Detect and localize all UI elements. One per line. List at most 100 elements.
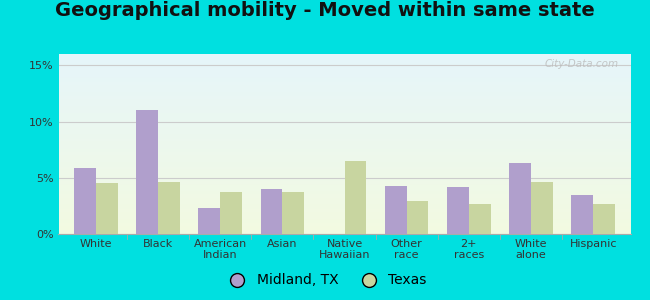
Bar xyxy=(58,121,630,122)
Bar xyxy=(58,220,630,221)
Bar xyxy=(58,84,630,85)
Bar xyxy=(58,224,630,225)
Bar xyxy=(58,206,630,207)
Bar xyxy=(58,59,630,60)
Bar xyxy=(58,93,630,94)
Bar xyxy=(58,131,630,132)
Bar xyxy=(58,72,630,73)
Bar xyxy=(198,208,220,234)
Bar xyxy=(58,219,630,220)
Bar xyxy=(58,69,630,70)
Bar xyxy=(58,106,630,107)
Bar xyxy=(58,164,630,165)
Bar xyxy=(58,91,630,92)
Bar xyxy=(58,140,630,141)
Bar xyxy=(58,165,630,166)
Bar xyxy=(58,128,630,129)
Bar xyxy=(58,112,630,113)
Bar xyxy=(58,159,630,160)
Bar xyxy=(58,166,630,167)
Bar xyxy=(58,207,630,208)
Bar xyxy=(58,177,630,178)
Bar xyxy=(58,161,630,162)
Bar xyxy=(58,216,630,217)
Bar xyxy=(58,195,630,196)
Bar xyxy=(58,127,630,128)
Bar xyxy=(58,64,630,65)
Bar xyxy=(58,129,630,130)
Bar xyxy=(58,168,630,169)
Bar xyxy=(58,157,630,158)
Bar xyxy=(58,136,630,137)
Bar xyxy=(58,133,630,134)
Bar xyxy=(58,110,630,111)
Bar xyxy=(58,102,630,103)
Bar xyxy=(58,146,630,147)
Bar xyxy=(58,90,630,91)
Bar xyxy=(58,132,630,133)
Bar xyxy=(58,182,630,183)
Bar xyxy=(58,214,630,215)
Bar xyxy=(58,222,630,223)
Bar xyxy=(58,98,630,99)
Bar xyxy=(58,193,630,194)
Bar xyxy=(58,233,630,234)
Bar xyxy=(58,186,630,187)
Bar xyxy=(58,202,630,203)
Bar xyxy=(344,161,366,234)
Bar xyxy=(58,176,630,177)
Bar xyxy=(58,155,630,156)
Bar xyxy=(58,218,630,219)
Bar xyxy=(58,66,630,67)
Bar xyxy=(58,115,630,116)
Bar xyxy=(58,189,630,190)
Bar xyxy=(58,88,630,89)
Bar xyxy=(58,120,630,121)
Bar xyxy=(58,227,630,228)
Bar xyxy=(58,63,630,64)
Bar xyxy=(58,116,630,117)
Bar xyxy=(58,180,630,181)
Bar xyxy=(58,89,630,90)
Bar xyxy=(58,145,630,146)
Bar xyxy=(58,153,630,154)
Bar xyxy=(58,111,630,112)
Bar xyxy=(58,201,630,202)
Bar xyxy=(58,213,630,214)
Bar xyxy=(58,82,630,83)
Bar xyxy=(58,148,630,149)
Bar xyxy=(58,158,630,159)
Bar xyxy=(58,73,630,74)
Bar xyxy=(58,60,630,61)
Bar xyxy=(58,160,630,161)
Bar xyxy=(531,182,552,234)
Bar xyxy=(58,217,630,218)
Bar xyxy=(58,167,630,168)
Bar xyxy=(58,74,630,75)
Bar xyxy=(58,226,630,227)
Bar xyxy=(58,65,630,66)
Bar xyxy=(74,168,96,234)
Bar xyxy=(58,179,630,180)
Text: Geographical mobility - Moved within same state: Geographical mobility - Moved within sam… xyxy=(55,2,595,20)
Bar xyxy=(58,184,630,185)
Bar xyxy=(58,71,630,72)
Legend: Midland, TX, Texas: Midland, TX, Texas xyxy=(218,268,432,293)
Bar xyxy=(58,61,630,62)
Bar xyxy=(58,170,630,171)
Bar xyxy=(58,138,630,139)
Bar xyxy=(58,209,630,210)
Bar xyxy=(58,76,630,77)
Bar xyxy=(58,100,630,101)
Bar xyxy=(58,196,630,197)
Bar xyxy=(96,183,118,234)
Bar xyxy=(447,187,469,234)
Bar xyxy=(58,171,630,172)
Bar xyxy=(58,204,630,205)
Bar xyxy=(58,139,630,140)
Bar xyxy=(58,57,630,58)
Bar xyxy=(58,178,630,179)
Bar xyxy=(58,181,630,182)
Bar xyxy=(58,80,630,81)
Bar xyxy=(58,150,630,151)
